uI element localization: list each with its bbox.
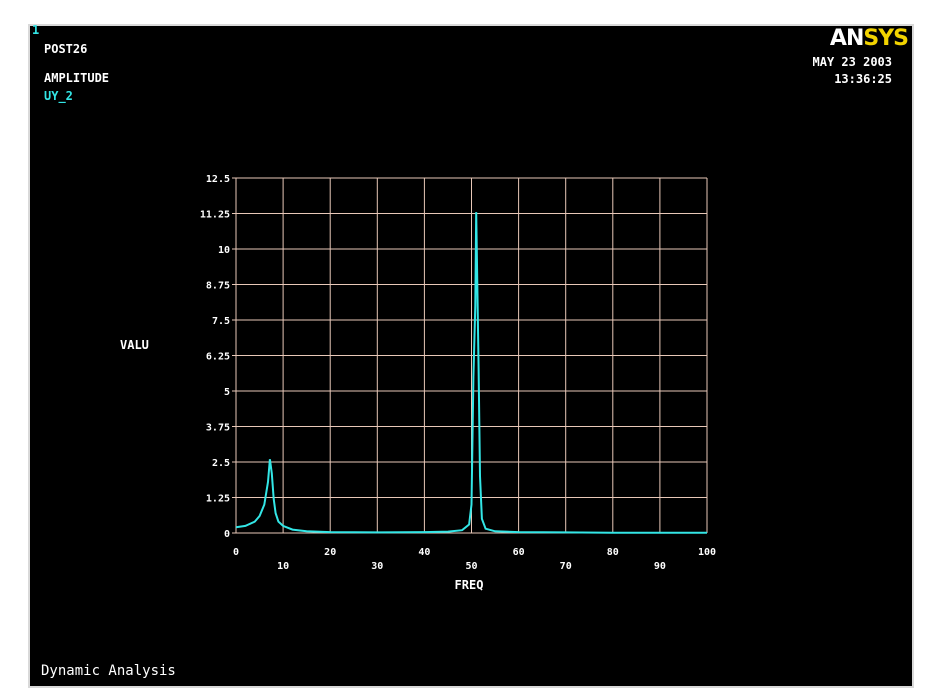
series-line-uy2: [235, 212, 707, 534]
y-tick-label: 12.5: [206, 174, 230, 185]
plot-label: AMPLITUDE: [44, 71, 110, 85]
y-tick-label: 11.25: [200, 210, 230, 221]
x-tick-label: 60: [513, 547, 525, 558]
window-number: 1: [32, 23, 40, 37]
x-tick-label: 20: [324, 547, 336, 558]
ansys-logo: ANSYS: [829, 26, 909, 51]
time-label: 13:36:25: [834, 72, 892, 86]
y-tick-label: 8.75: [206, 281, 230, 292]
y-tick-label: 10: [218, 245, 230, 256]
amplitude-chart: 0 10 20 30 40 50 60 70 80 90 100 0 1.25 2.5 3.75 5 6.25 7…: [120, 174, 716, 592]
x-tick-label: 0: [233, 547, 239, 558]
logo-sys-text: SYS: [863, 26, 909, 51]
footer-title: Dynamic Analysis: [41, 663, 176, 679]
program-label: POST26: [44, 42, 88, 56]
graphics-window: 1 POST26 AMPLITUDE UY_2 ANSYS MAY 23 200…: [28, 23, 914, 688]
x-tick-label: 90: [654, 561, 666, 572]
x-tick-label: 10: [277, 561, 289, 572]
y-tick-label: 7.5: [212, 316, 230, 327]
x-tick-label: 40: [418, 547, 430, 558]
logo-an-text: AN: [829, 26, 864, 51]
x-tick-label: 50: [465, 561, 477, 572]
y-tick-label: 0: [224, 529, 230, 540]
y-tick-label: 2.5: [212, 458, 230, 469]
y-axis-label: VALU: [120, 338, 149, 352]
y-tick-label: 1.25: [206, 494, 230, 505]
y-tick-label: 5: [224, 387, 230, 398]
x-tick-label: 100: [698, 547, 716, 558]
x-tick-label: 30: [371, 561, 383, 572]
x-tick-label: 80: [607, 547, 619, 558]
x-tick-label: 70: [560, 561, 572, 572]
variable-label: UY_2: [44, 89, 73, 103]
y-tick-label: 3.75: [206, 423, 230, 434]
y-tick-label: 6.25: [206, 352, 230, 363]
x-axis-label: FREQ: [455, 578, 484, 592]
date-label: MAY 23 2003: [812, 55, 892, 69]
